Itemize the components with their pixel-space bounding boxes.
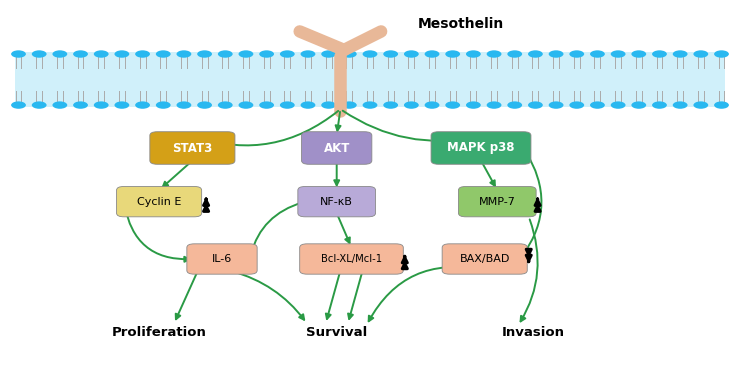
Circle shape bbox=[404, 50, 419, 58]
Circle shape bbox=[714, 101, 729, 109]
Circle shape bbox=[487, 50, 502, 58]
Circle shape bbox=[115, 101, 130, 109]
Circle shape bbox=[652, 101, 667, 109]
Circle shape bbox=[363, 101, 377, 109]
Circle shape bbox=[425, 50, 440, 58]
Text: Cyclin E: Cyclin E bbox=[137, 196, 181, 207]
Circle shape bbox=[487, 101, 502, 109]
Text: NF-κB: NF-κB bbox=[320, 196, 353, 207]
Circle shape bbox=[238, 50, 253, 58]
Circle shape bbox=[590, 50, 605, 58]
Circle shape bbox=[693, 50, 708, 58]
Circle shape bbox=[508, 50, 522, 58]
Text: BAX/BAD: BAX/BAD bbox=[460, 254, 510, 264]
Circle shape bbox=[177, 50, 192, 58]
Circle shape bbox=[94, 101, 109, 109]
Circle shape bbox=[548, 101, 563, 109]
FancyBboxPatch shape bbox=[116, 186, 201, 217]
FancyBboxPatch shape bbox=[150, 132, 235, 164]
Circle shape bbox=[135, 101, 150, 109]
FancyBboxPatch shape bbox=[431, 132, 531, 164]
Text: IL-6: IL-6 bbox=[212, 254, 232, 264]
Text: Invasion: Invasion bbox=[501, 326, 565, 340]
Circle shape bbox=[445, 50, 460, 58]
Circle shape bbox=[652, 50, 667, 58]
FancyBboxPatch shape bbox=[443, 244, 527, 274]
Circle shape bbox=[300, 101, 315, 109]
Circle shape bbox=[53, 101, 67, 109]
Circle shape bbox=[548, 50, 563, 58]
Circle shape bbox=[321, 101, 336, 109]
Circle shape bbox=[300, 50, 315, 58]
FancyBboxPatch shape bbox=[302, 132, 372, 164]
Circle shape bbox=[590, 101, 605, 109]
Circle shape bbox=[218, 101, 232, 109]
Circle shape bbox=[156, 50, 171, 58]
Circle shape bbox=[673, 50, 687, 58]
Text: Proliferation: Proliferation bbox=[112, 326, 206, 340]
Text: Survival: Survival bbox=[306, 326, 367, 340]
Circle shape bbox=[693, 101, 708, 109]
Text: Mesothelin: Mesothelin bbox=[418, 17, 505, 31]
Circle shape bbox=[342, 50, 357, 58]
Text: Bcl-XL/Mcl-1: Bcl-XL/Mcl-1 bbox=[321, 254, 382, 264]
FancyBboxPatch shape bbox=[186, 244, 258, 274]
Text: STAT3: STAT3 bbox=[172, 141, 212, 155]
Circle shape bbox=[259, 101, 274, 109]
Circle shape bbox=[610, 101, 625, 109]
Circle shape bbox=[631, 50, 646, 58]
Circle shape bbox=[466, 101, 481, 109]
Circle shape bbox=[53, 50, 67, 58]
Circle shape bbox=[197, 50, 212, 58]
Circle shape bbox=[445, 101, 460, 109]
Circle shape bbox=[218, 50, 232, 58]
Circle shape bbox=[156, 101, 171, 109]
Circle shape bbox=[528, 101, 543, 109]
Text: MMP-7: MMP-7 bbox=[479, 196, 516, 207]
Circle shape bbox=[238, 101, 253, 109]
FancyBboxPatch shape bbox=[298, 186, 376, 217]
Circle shape bbox=[673, 101, 687, 109]
Text: AKT: AKT bbox=[323, 141, 350, 155]
FancyBboxPatch shape bbox=[459, 186, 536, 217]
Circle shape bbox=[11, 50, 26, 58]
Circle shape bbox=[73, 101, 88, 109]
Circle shape bbox=[73, 50, 88, 58]
Circle shape bbox=[94, 50, 109, 58]
Text: MAPK p38: MAPK p38 bbox=[447, 141, 515, 155]
Circle shape bbox=[177, 101, 192, 109]
Circle shape bbox=[714, 50, 729, 58]
Circle shape bbox=[280, 50, 295, 58]
Circle shape bbox=[528, 50, 543, 58]
Circle shape bbox=[404, 101, 419, 109]
Circle shape bbox=[32, 101, 47, 109]
FancyBboxPatch shape bbox=[300, 244, 403, 274]
Circle shape bbox=[383, 50, 398, 58]
Circle shape bbox=[425, 101, 440, 109]
Circle shape bbox=[631, 101, 646, 109]
Circle shape bbox=[32, 50, 47, 58]
Circle shape bbox=[569, 101, 584, 109]
Circle shape bbox=[197, 101, 212, 109]
Circle shape bbox=[321, 50, 336, 58]
Bar bbox=[15, 52, 725, 107]
Circle shape bbox=[508, 101, 522, 109]
Circle shape bbox=[466, 50, 481, 58]
Circle shape bbox=[280, 101, 295, 109]
Circle shape bbox=[11, 101, 26, 109]
Circle shape bbox=[135, 50, 150, 58]
Circle shape bbox=[115, 50, 130, 58]
Circle shape bbox=[569, 50, 584, 58]
Circle shape bbox=[610, 50, 625, 58]
Circle shape bbox=[383, 101, 398, 109]
Circle shape bbox=[363, 50, 377, 58]
Circle shape bbox=[342, 101, 357, 109]
Circle shape bbox=[259, 50, 274, 58]
